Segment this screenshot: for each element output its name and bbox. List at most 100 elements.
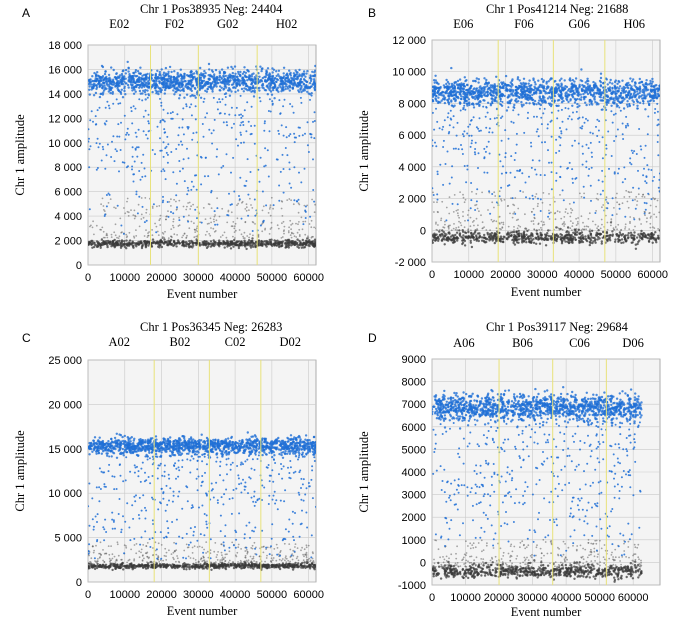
droplet-point [584,237,587,241]
droplet-point [163,238,166,241]
droplet-point [554,218,557,221]
droplet-point [580,68,583,71]
droplet-point [527,82,530,85]
droplet-point [264,147,267,150]
droplet-point [455,134,458,137]
droplet-point [225,236,228,239]
droplet-point [283,229,285,232]
droplet-point [305,84,308,87]
droplet-point [296,245,299,248]
droplet-point [288,84,291,87]
droplet-point [657,234,660,237]
droplet-point [259,224,262,227]
droplet-point [163,170,166,172]
droplet-point [627,124,630,127]
droplet-point [587,147,590,150]
droplet-point [204,116,207,119]
droplet-point [567,238,570,242]
droplet-point [103,72,107,76]
droplet-point [538,228,541,231]
droplet-point [100,159,103,162]
droplet-point [113,231,116,234]
droplet-point [182,205,185,208]
droplet-point [151,238,155,241]
droplet-point [436,211,439,213]
droplet-point [486,91,489,94]
droplet-point [643,167,645,170]
droplet-point [162,242,166,245]
droplet-point [99,92,102,96]
droplet-point [134,90,137,93]
droplet-point [312,120,314,123]
droplet-point [124,93,127,96]
chart-title: Chr 1 Pos41214 Neg: 21688 [486,2,628,16]
droplet-point [219,236,222,238]
droplet-point [311,198,313,201]
droplet-point [499,235,503,238]
droplet-point [522,231,525,234]
droplet-point [503,198,506,201]
droplet-point [560,77,563,80]
droplet-point [313,211,316,214]
droplet-point [136,146,138,149]
droplet-point [147,240,151,243]
droplet-point [183,232,186,235]
droplet-point [633,150,636,153]
droplet-point [140,161,143,164]
droplet-point [187,189,190,192]
droplet-point [452,115,455,118]
droplet-point [127,215,130,217]
droplet-point [462,193,464,196]
droplet-point [289,234,292,237]
droplet-point [166,242,169,245]
droplet-point [537,202,539,205]
droplet-point [493,191,496,194]
droplet-point [126,60,129,64]
droplet-point [656,110,659,113]
droplet-point [483,236,487,240]
droplet-point [555,151,558,154]
droplet-point [278,132,280,135]
droplet-point [554,79,557,83]
droplet-point [575,224,578,227]
droplet-point [547,91,551,94]
droplet-point [199,66,202,70]
droplet-point [547,229,550,232]
droplet-point [297,211,300,214]
droplet-point [435,107,437,110]
droplet-point [89,225,91,228]
droplet-point [271,71,274,74]
droplet-point [635,196,638,198]
droplet-point [658,178,660,181]
droplet-point [119,102,122,105]
droplet-point [127,70,130,73]
droplet-point [90,243,93,246]
droplet-point [236,204,238,207]
droplet-point [485,106,488,109]
droplet-point [504,152,507,155]
droplet-point [602,189,604,192]
droplet-point [576,231,579,234]
droplet-point [282,220,285,223]
droplet-point [606,201,608,203]
droplet-point [648,233,651,236]
droplet-point [445,219,448,222]
droplet-point [634,198,636,201]
droplet-point [574,232,577,236]
droplet-point [457,209,459,211]
droplet-point [524,238,527,241]
droplet-point [570,211,573,214]
droplet-point [313,120,316,122]
droplet-point [501,237,505,241]
droplet-point [550,161,553,164]
droplet-point [447,112,450,115]
droplet-point [638,234,641,238]
droplet-point [651,236,655,239]
droplet-point [605,144,608,147]
droplet-point [630,163,633,166]
droplet-point [628,97,631,100]
droplet-point [104,106,107,109]
droplet-point [211,70,215,74]
droplet-point [513,103,516,107]
droplet-point [181,84,184,87]
